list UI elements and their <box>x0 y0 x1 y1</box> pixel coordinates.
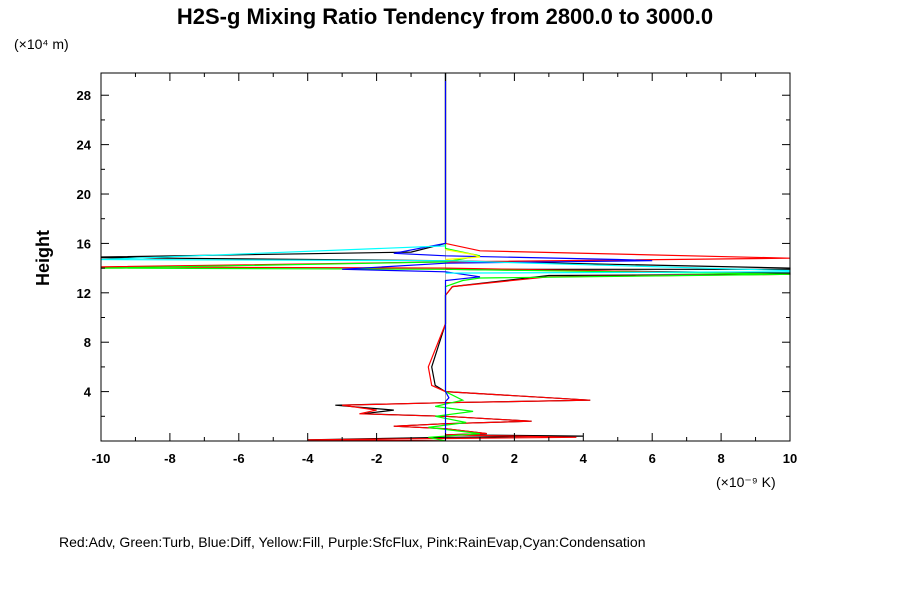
y-tick-label: 8 <box>84 335 91 350</box>
series-diff <box>342 73 653 441</box>
x-tick-label: 6 <box>649 451 656 466</box>
x-tick-label: -4 <box>302 451 314 466</box>
x-tick-label: 4 <box>580 451 588 466</box>
x-tick-label: 2 <box>511 451 518 466</box>
y-tick-label: 12 <box>77 286 91 301</box>
x-tick-label: -10 <box>92 451 111 466</box>
x-unit-label: (×10⁻⁹ K) <box>716 474 776 490</box>
x-tick-label: 0 <box>442 451 449 466</box>
x-tick-label: 8 <box>717 451 724 466</box>
y-tick-label: 16 <box>77 236 91 251</box>
x-tick-label: 10 <box>783 451 797 466</box>
series-fill <box>445 249 481 261</box>
x-tick-label: -2 <box>371 451 383 466</box>
legend-text: Red:Adv, Green:Turb, Blue:Diff, Yellow:F… <box>59 534 645 550</box>
y-tick-label: 20 <box>77 187 91 202</box>
y-tick-label: 4 <box>84 385 92 400</box>
chart-title: H2S-g Mixing Ratio Tendency from 2800.0 … <box>177 4 713 29</box>
series-adv <box>101 73 791 441</box>
y-tick-label: 24 <box>77 138 92 153</box>
y-axis-label: Height <box>33 230 53 286</box>
series-condensation <box>101 245 791 274</box>
x-tick-label: -8 <box>164 451 176 466</box>
y-tick-label: 28 <box>77 88 91 103</box>
y-unit-label: (×10⁴ m) <box>14 36 69 52</box>
x-tick-label: -6 <box>233 451 245 466</box>
